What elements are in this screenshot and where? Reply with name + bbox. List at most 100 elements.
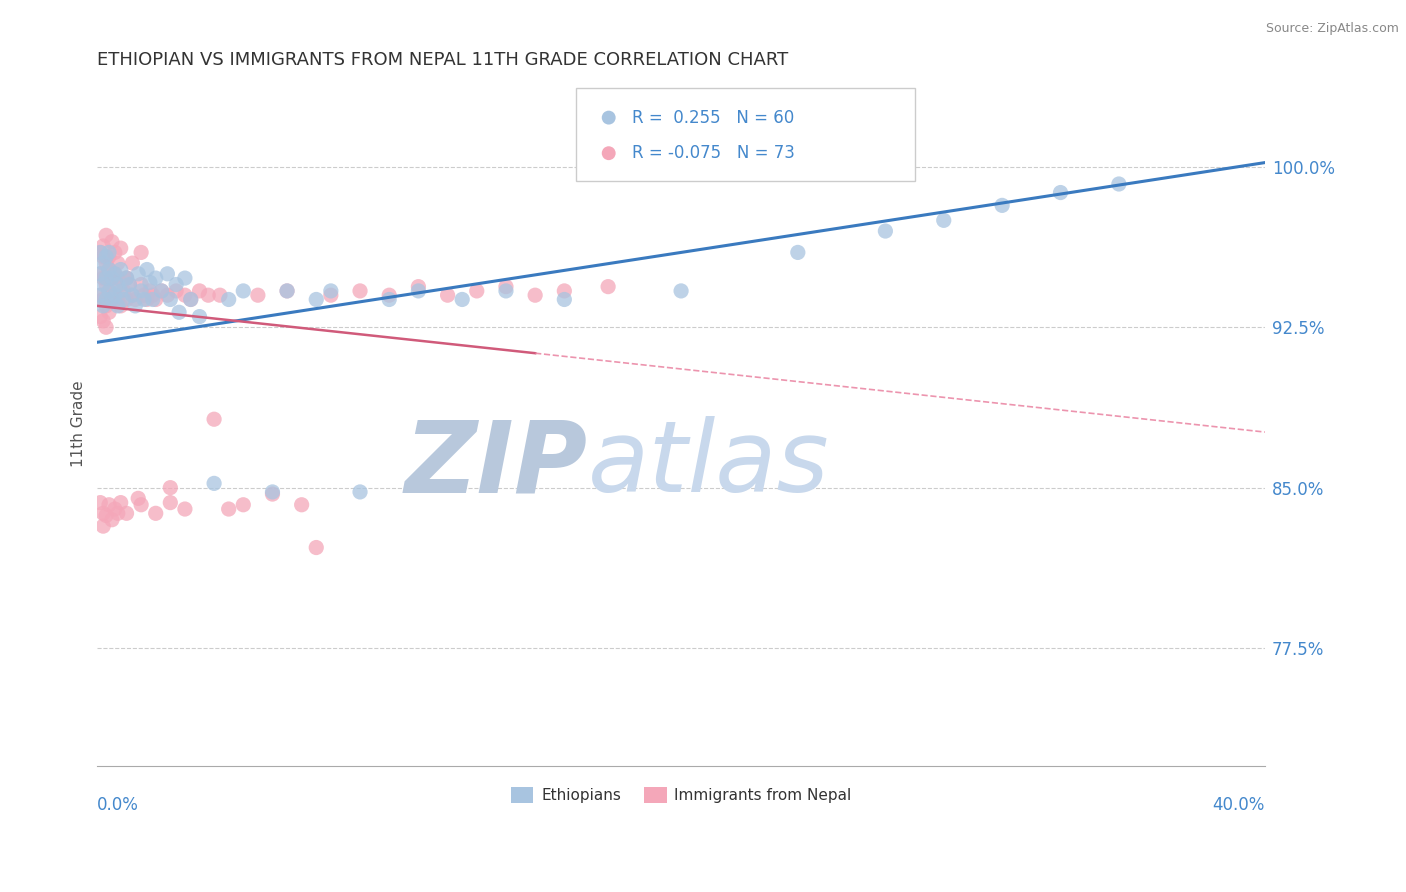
Point — [112, 284, 135, 298]
Point — [104, 288, 127, 302]
Point — [218, 293, 240, 307]
Point — [89, 495, 111, 509]
Point — [115, 271, 138, 285]
Point — [495, 284, 517, 298]
Point — [553, 293, 575, 307]
Point — [89, 288, 111, 302]
Text: R =  0.255   N = 60: R = 0.255 N = 60 — [633, 109, 794, 127]
Point — [262, 484, 284, 499]
Point — [208, 288, 231, 302]
Point — [553, 284, 575, 298]
Text: Source: ZipAtlas.com: Source: ZipAtlas.com — [1265, 22, 1399, 36]
Point — [188, 310, 211, 324]
Point — [89, 310, 111, 324]
Point — [167, 305, 190, 319]
Point — [118, 277, 141, 292]
Point — [98, 262, 121, 277]
Point — [91, 239, 114, 253]
Point — [89, 245, 111, 260]
Point — [232, 498, 254, 512]
Point — [150, 284, 173, 298]
Point — [91, 250, 114, 264]
Point — [349, 284, 371, 298]
Point — [495, 279, 517, 293]
Point — [786, 245, 808, 260]
Point — [165, 284, 187, 298]
Point — [94, 277, 117, 292]
Point — [89, 288, 111, 302]
Point — [180, 293, 202, 307]
Point — [107, 299, 129, 313]
Point — [107, 256, 129, 270]
Point — [101, 293, 124, 307]
Point — [524, 288, 547, 302]
Point — [305, 293, 328, 307]
Text: 40.0%: 40.0% — [1212, 797, 1265, 814]
Point — [1049, 186, 1071, 200]
Point — [232, 284, 254, 298]
Point — [98, 262, 121, 277]
Point — [121, 288, 143, 302]
Point — [91, 314, 114, 328]
Point — [98, 284, 121, 298]
Point — [159, 495, 181, 509]
Point — [101, 293, 124, 307]
Point — [875, 224, 897, 238]
Point — [218, 502, 240, 516]
Point — [110, 284, 132, 298]
Point — [89, 267, 111, 281]
Point — [101, 235, 124, 249]
Point — [121, 256, 143, 270]
Point — [121, 288, 143, 302]
Point — [202, 412, 225, 426]
Point — [174, 502, 197, 516]
Point — [180, 293, 202, 307]
Point — [107, 293, 129, 307]
Point — [174, 288, 197, 302]
Point — [197, 288, 219, 302]
Point — [101, 513, 124, 527]
Point — [1364, 384, 1386, 399]
Point — [94, 320, 117, 334]
Point — [132, 288, 155, 302]
Point — [110, 495, 132, 509]
Point — [145, 506, 167, 520]
Point — [246, 288, 269, 302]
Point — [378, 288, 401, 302]
Point — [156, 267, 179, 281]
Point — [276, 284, 298, 298]
Legend: Ethiopians, Immigrants from Nepal: Ethiopians, Immigrants from Nepal — [505, 781, 858, 809]
Point — [124, 293, 146, 307]
Point — [91, 293, 114, 307]
Point — [91, 256, 114, 270]
Point — [129, 277, 152, 292]
Point — [145, 271, 167, 285]
Point — [159, 293, 181, 307]
Point — [142, 293, 165, 307]
Point — [451, 293, 474, 307]
Point — [107, 271, 129, 285]
Point — [94, 299, 117, 313]
Point — [98, 284, 121, 298]
Text: 0.0%: 0.0% — [97, 797, 139, 814]
Point — [104, 502, 127, 516]
Point — [136, 293, 159, 307]
Point — [91, 519, 114, 533]
Point — [89, 245, 111, 260]
Point — [94, 293, 117, 307]
Point — [276, 284, 298, 298]
Point — [436, 288, 458, 302]
Text: ETHIOPIAN VS IMMIGRANTS FROM NEPAL 11TH GRADE CORRELATION CHART: ETHIOPIAN VS IMMIGRANTS FROM NEPAL 11TH … — [97, 51, 789, 69]
Point — [188, 284, 211, 298]
Point — [159, 481, 181, 495]
Point — [115, 271, 138, 285]
Point — [94, 508, 117, 523]
Point — [378, 293, 401, 307]
Point — [91, 271, 114, 285]
Point — [139, 284, 162, 298]
Point — [110, 262, 132, 277]
Point — [129, 498, 152, 512]
Point — [1108, 177, 1130, 191]
Point — [127, 491, 149, 506]
Point — [319, 284, 342, 298]
